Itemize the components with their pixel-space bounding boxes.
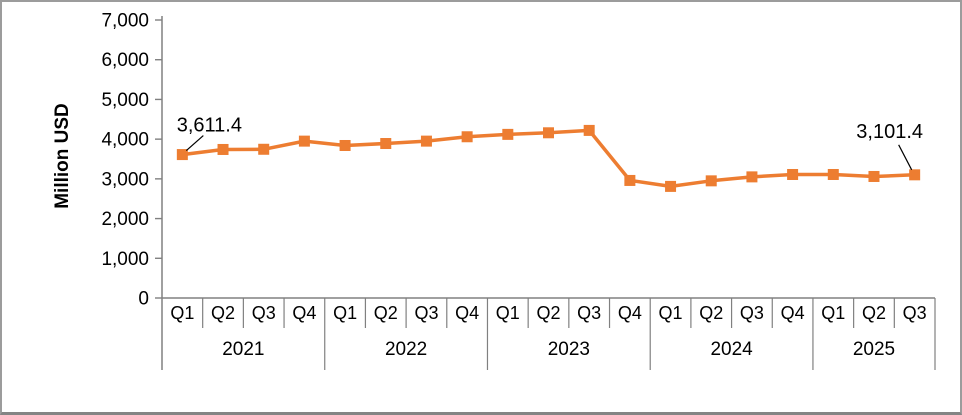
y-tick-label: 1,000 (101, 249, 149, 270)
x-tick-label-year: 2022 (385, 339, 427, 360)
data-point-marker (217, 143, 229, 155)
x-tick-label-quarter: Q4 (455, 303, 479, 323)
data-point-marker (298, 135, 310, 147)
data-point-marker (258, 143, 270, 155)
data-point-label: 3,611.4 (177, 115, 242, 137)
data-series-line (180, 128, 917, 189)
x-tick-label-quarter: Q3 (414, 303, 438, 323)
data-point-marker (665, 180, 677, 192)
data-point-marker (502, 128, 514, 140)
y-tick-label: 0 (138, 289, 149, 310)
y-tick-label: 4,000 (101, 130, 149, 151)
data-point-marker (705, 175, 717, 187)
x-tick-label-quarter: Q1 (496, 303, 520, 323)
x-tick-label-quarter: Q2 (374, 303, 398, 323)
data-point-marker (420, 135, 432, 147)
x-tick-label-quarter: Q1 (821, 303, 845, 323)
x-tick-label-quarter: Q2 (211, 303, 235, 323)
y-tick-label: 2,000 (101, 209, 149, 230)
data-label-leader (898, 144, 913, 171)
x-tick-label-quarter: Q3 (252, 303, 276, 323)
x-tick-label-year: 2021 (222, 339, 264, 360)
data-point-marker (868, 170, 880, 182)
data-point-marker (787, 168, 799, 180)
x-tick-label-year: 2025 (853, 339, 895, 360)
data-point-marker (827, 168, 839, 180)
data-point-marker (624, 174, 636, 186)
y-tick-label: 3,000 (101, 169, 149, 190)
x-tick-label-quarter: Q2 (699, 303, 723, 323)
x-tick-label-quarter: Q4 (292, 303, 316, 323)
y-tick-label: 6,000 (101, 50, 149, 71)
data-label-leader (185, 135, 204, 152)
data-point-label: 3,101.4 (856, 121, 923, 143)
x-tick-label-quarter: Q1 (659, 303, 683, 323)
x-tick-label-quarter: Q4 (618, 303, 642, 323)
x-tick-label-quarter: Q1 (170, 303, 194, 323)
x-tick-label-quarter: Q3 (740, 303, 764, 323)
x-tick-label-quarter: Q2 (536, 303, 560, 323)
x-tick-label-quarter: Q4 (781, 303, 805, 323)
y-tick-label: 7,000 (101, 11, 149, 32)
x-tick-label-year: 2023 (548, 339, 590, 360)
data-point-marker (909, 169, 921, 181)
x-tick-label-quarter: Q3 (903, 303, 927, 323)
data-point-marker (746, 171, 758, 183)
data-point-marker (583, 124, 595, 136)
data-point-marker (461, 131, 473, 143)
data-point-marker (176, 149, 188, 161)
y-tick-label: 5,000 (101, 90, 149, 111)
x-tick-label-quarter: Q3 (577, 303, 601, 323)
data-point-marker (339, 139, 351, 151)
x-tick-label-quarter: Q2 (862, 303, 886, 323)
data-point-marker (380, 138, 392, 150)
x-tick-label-quarter: Q1 (333, 303, 357, 323)
data-point-marker (543, 127, 554, 139)
x-tick-label-year: 2024 (710, 339, 753, 360)
